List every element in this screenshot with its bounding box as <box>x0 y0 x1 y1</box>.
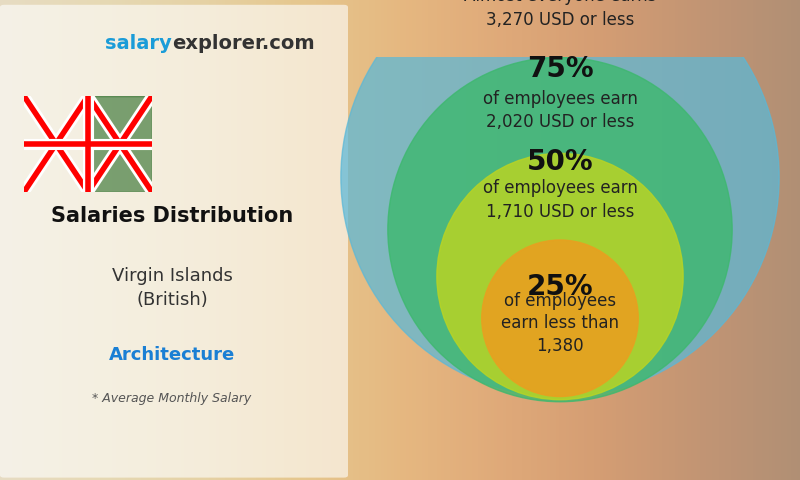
Circle shape <box>437 154 683 400</box>
Text: * Average Monthly Salary: * Average Monthly Salary <box>92 392 252 405</box>
FancyBboxPatch shape <box>0 5 348 478</box>
Text: Almost everyone earns
3,270 USD or less: Almost everyone earns 3,270 USD or less <box>464 0 656 29</box>
Text: explorer.com: explorer.com <box>172 34 314 53</box>
Text: of employees earn
1,710 USD or less: of employees earn 1,710 USD or less <box>482 179 638 221</box>
Circle shape <box>341 0 779 396</box>
Circle shape <box>482 240 638 396</box>
Text: Architecture: Architecture <box>109 346 235 364</box>
Text: of employees
earn less than
1,380: of employees earn less than 1,380 <box>501 292 619 355</box>
Text: 50%: 50% <box>526 148 594 176</box>
Bar <box>88 96 152 192</box>
Text: 25%: 25% <box>526 273 594 301</box>
Text: 75%: 75% <box>526 55 594 83</box>
Text: Virgin Islands
(British): Virgin Islands (British) <box>111 267 233 309</box>
Text: of employees earn
2,020 USD or less: of employees earn 2,020 USD or less <box>482 90 638 132</box>
Circle shape <box>388 58 732 402</box>
Text: salary: salary <box>106 34 172 53</box>
Text: Salaries Distribution: Salaries Distribution <box>51 206 293 226</box>
